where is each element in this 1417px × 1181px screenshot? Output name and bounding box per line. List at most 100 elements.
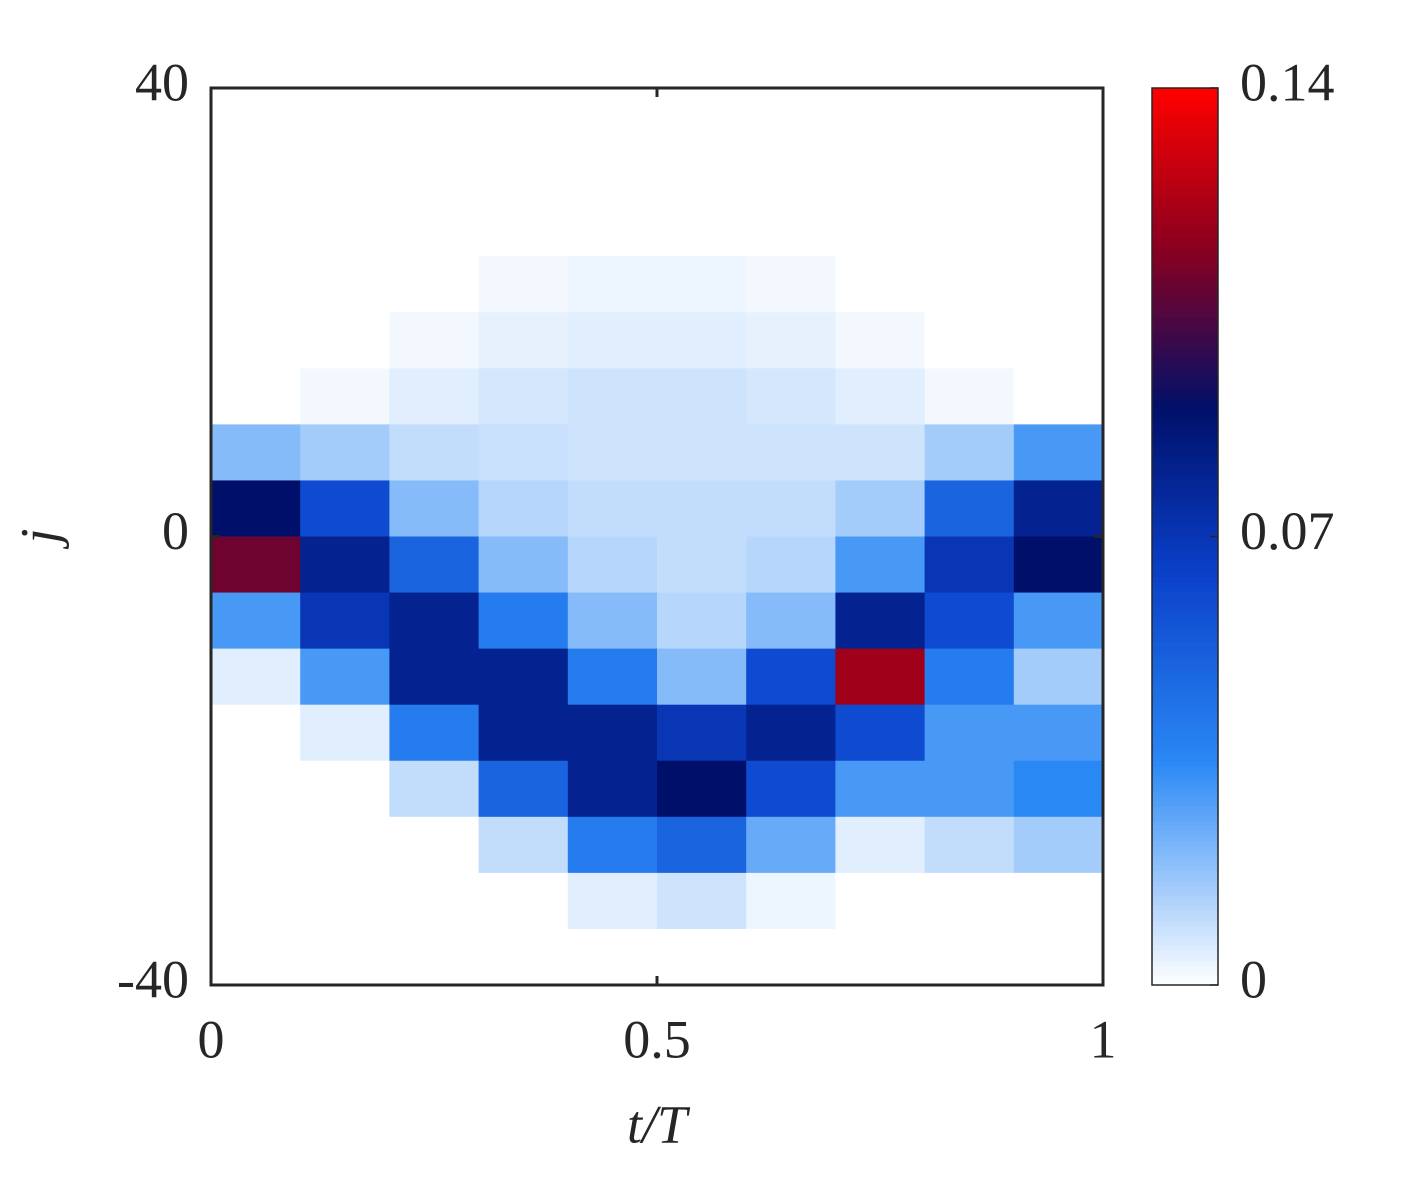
heatmap-cell bbox=[657, 88, 747, 145]
heatmap-cell bbox=[835, 928, 926, 986]
colorbar-segment bbox=[1152, 755, 1218, 762]
colorbar-segment bbox=[1152, 636, 1218, 642]
heatmap-cell bbox=[835, 424, 926, 481]
colorbar-segment bbox=[1152, 576, 1218, 582]
colorbar-segment bbox=[1152, 152, 1218, 159]
colorbar-segment bbox=[1152, 247, 1218, 254]
colorbar-segment bbox=[1152, 705, 1218, 712]
colorbar-segment bbox=[1152, 307, 1218, 313]
heatmap-cell bbox=[389, 312, 480, 369]
colorbar-segment bbox=[1152, 641, 1218, 647]
heatmap-cell bbox=[657, 256, 747, 313]
heatmap-cell bbox=[211, 480, 301, 537]
colorbar-segment bbox=[1152, 666, 1218, 672]
colorbar-segment bbox=[1152, 715, 1218, 722]
colorbar-segment bbox=[1152, 885, 1218, 891]
colorbar-segment bbox=[1152, 830, 1218, 837]
colorbar-segment bbox=[1152, 586, 1218, 592]
colorbar-segment bbox=[1152, 671, 1218, 677]
colorbar-segment bbox=[1152, 142, 1218, 149]
colorbar-segment bbox=[1152, 107, 1218, 114]
colorbar-segment bbox=[1152, 770, 1218, 777]
colorbar-segment bbox=[1152, 127, 1218, 134]
heatmap-cell bbox=[835, 312, 926, 369]
colorbar-segment bbox=[1152, 282, 1218, 288]
colorbar-segment bbox=[1152, 167, 1218, 174]
heatmap-cell bbox=[567, 88, 658, 145]
heatmap-cell bbox=[657, 480, 747, 537]
colorbar-segment bbox=[1152, 147, 1218, 154]
colorbar-segment bbox=[1152, 880, 1218, 886]
heatmap-cell bbox=[657, 872, 747, 930]
heatmap-cell bbox=[211, 704, 301, 762]
heatmap-cell bbox=[835, 88, 926, 145]
heatmap-cell bbox=[389, 928, 480, 986]
heatmap-cell bbox=[746, 592, 836, 650]
colorbar-segment bbox=[1152, 506, 1218, 513]
colorbar-segment bbox=[1152, 681, 1218, 687]
colorbar-segment bbox=[1152, 297, 1218, 303]
colorbar-segment bbox=[1152, 526, 1218, 533]
x-tick-label: 0 bbox=[198, 1009, 225, 1069]
heatmap-cell bbox=[746, 760, 836, 818]
colorbar-segment bbox=[1152, 695, 1218, 702]
colorbar-segment bbox=[1152, 686, 1218, 692]
colorbar-segment bbox=[1152, 511, 1218, 518]
heatmap-cell bbox=[478, 368, 569, 425]
heatmap-cell bbox=[657, 760, 747, 818]
heatmap-cell bbox=[300, 144, 390, 201]
colorbar-segment bbox=[1152, 890, 1218, 896]
colorbar-segment bbox=[1152, 92, 1218, 99]
colorbar-segment bbox=[1152, 735, 1218, 742]
colorbar-segment bbox=[1152, 591, 1218, 597]
colorbar-segment bbox=[1152, 626, 1218, 632]
heatmap-cell bbox=[478, 424, 569, 481]
heatmap-cell bbox=[1013, 368, 1104, 425]
heatmap-cell bbox=[389, 704, 480, 762]
colorbar-segment bbox=[1152, 426, 1218, 433]
colorbar-segment bbox=[1152, 980, 1218, 986]
colorbar-segment bbox=[1152, 287, 1218, 293]
colorbar-segment bbox=[1152, 925, 1218, 931]
heatmap-cell bbox=[389, 144, 480, 201]
heatmap-cell bbox=[746, 648, 836, 706]
colorbar-segment bbox=[1152, 451, 1218, 458]
heatmap-cell bbox=[478, 760, 569, 818]
heatmap-cell bbox=[657, 312, 747, 369]
colorbar-segment bbox=[1152, 710, 1218, 717]
heatmap-cell bbox=[1013, 872, 1104, 930]
heatmap-cell bbox=[746, 928, 836, 986]
colorbar-segment bbox=[1152, 661, 1218, 667]
colorbar-segment bbox=[1152, 920, 1218, 926]
heatmap-cell bbox=[567, 816, 658, 874]
colorbar-segment bbox=[1152, 362, 1218, 368]
colorbar-segment bbox=[1152, 267, 1218, 273]
colorbar-segment bbox=[1152, 112, 1218, 119]
heatmap-cell bbox=[389, 256, 480, 313]
heatmap-cell bbox=[746, 88, 836, 145]
colorbar-segment bbox=[1152, 97, 1218, 104]
colorbar-segment bbox=[1152, 596, 1218, 602]
colorbar-segment bbox=[1152, 367, 1218, 373]
heatmap-cell bbox=[1013, 760, 1104, 818]
heatmap-cell bbox=[389, 648, 480, 706]
heatmap-cell bbox=[211, 88, 301, 145]
heatmap-cell bbox=[567, 368, 658, 425]
colorbar-tick-label: 0.07 bbox=[1240, 501, 1335, 561]
heatmap-cell bbox=[924, 648, 1015, 706]
heatmap-cell bbox=[389, 368, 480, 425]
heatmap-cell bbox=[478, 88, 569, 145]
colorbar-segment bbox=[1152, 955, 1218, 961]
colorbar-segment bbox=[1152, 162, 1218, 169]
heatmap-cell bbox=[746, 368, 836, 425]
colorbar-segment bbox=[1152, 312, 1218, 318]
heatmap-cell bbox=[567, 312, 658, 369]
heatmap-cell bbox=[211, 424, 301, 481]
colorbar-segment bbox=[1152, 352, 1218, 358]
colorbar-segment bbox=[1152, 382, 1218, 388]
heatmap-cell bbox=[924, 480, 1015, 537]
colorbar-segment bbox=[1152, 212, 1218, 219]
colorbar-segment bbox=[1152, 387, 1218, 393]
colorbar-segment bbox=[1152, 232, 1218, 239]
heatmap-cell bbox=[924, 200, 1015, 257]
